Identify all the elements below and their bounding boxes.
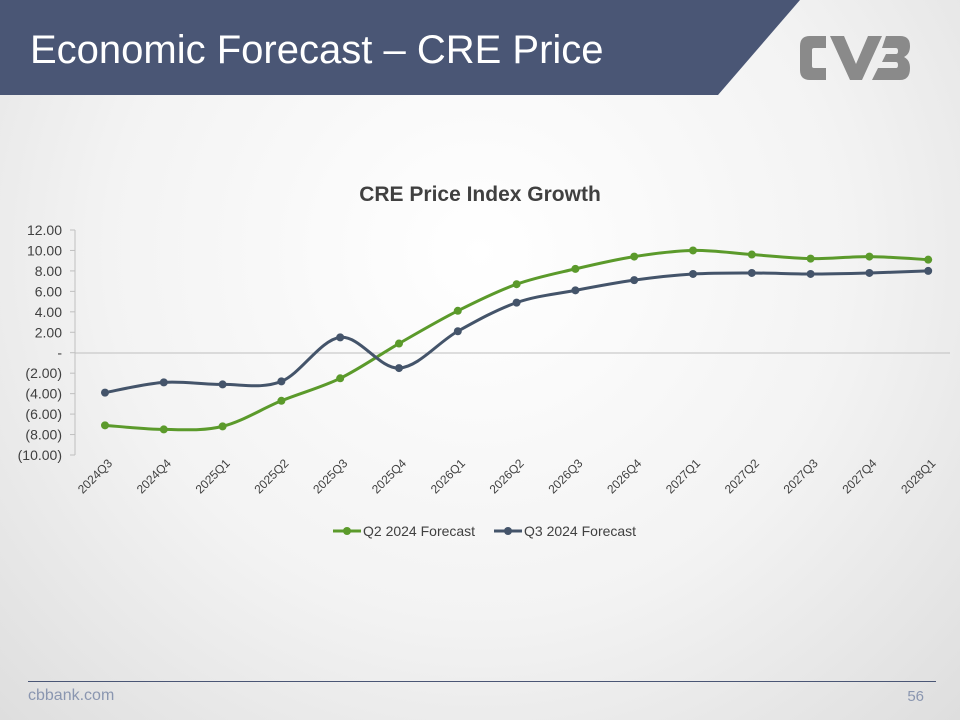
footer-url[interactable]: cbbank.com <box>28 687 115 704</box>
legend-label: Q3 2024 Forecast <box>524 523 636 539</box>
data-point <box>512 298 521 307</box>
data-point <box>747 250 756 259</box>
cre-price-chart: CRE Price Index Growth 12.00 10.00 8.00 6.0… <box>18 183 950 539</box>
y-tick-label: 10.00 <box>27 242 62 258</box>
slide-title: Economic Forecast – CRE Price <box>30 28 604 72</box>
data-point <box>865 252 874 261</box>
data-point <box>806 269 815 278</box>
x-tick-label: 2026Q2 <box>487 456 527 496</box>
y-tick-label: 8.00 <box>35 263 62 279</box>
y-axis-ticks: 12.00 10.00 8.00 6.00 4.00 2.00 - (2.00) (4.00) (… <box>18 222 75 463</box>
x-tick-label: 2027Q3 <box>781 456 821 496</box>
series-layer <box>101 246 933 434</box>
data-point <box>336 333 345 342</box>
series-line-q2-2024 <box>104 248 929 432</box>
data-point <box>689 246 697 255</box>
y-tick-label: (6.00) <box>25 406 62 422</box>
x-tick-label: 2025Q2 <box>251 456 291 496</box>
series-line-q3-2024 <box>104 269 929 395</box>
data-point <box>218 422 227 431</box>
x-tick-label: 2025Q4 <box>369 456 409 496</box>
data-point <box>101 421 109 430</box>
y-tick-label: (2.00) <box>25 365 62 381</box>
data-point <box>277 396 286 405</box>
data-point <box>924 255 933 264</box>
x-tick-label: 2024Q3 <box>75 456 115 496</box>
x-tick-label: 2027Q1 <box>663 456 703 496</box>
y-tick-label: 2.00 <box>35 324 62 340</box>
data-point <box>689 269 697 278</box>
chart-title: CRE Price Index Growth <box>359 183 601 206</box>
x-tick-label: 2024Q4 <box>134 456 174 496</box>
header-band <box>0 0 800 95</box>
legend-swatch-marker <box>504 527 512 535</box>
legend-item-q2-2024: Q2 2024 Forecast <box>333 523 475 539</box>
x-tick-label: 2026Q4 <box>604 456 644 496</box>
data-point <box>512 280 521 289</box>
data-point <box>865 268 874 277</box>
data-point <box>395 364 403 373</box>
data-point <box>806 254 815 263</box>
data-point <box>453 306 462 315</box>
data-point <box>571 286 580 295</box>
logo-mark <box>800 36 910 80</box>
x-tick-label: 2027Q4 <box>839 456 879 496</box>
data-point <box>747 268 756 277</box>
y-tick-label: (10.00) <box>18 447 62 463</box>
y-tick-label: 4.00 <box>35 304 62 320</box>
x-tick-label: 2026Q1 <box>428 456 468 496</box>
x-tick-label: 2025Q1 <box>193 456 233 496</box>
data-point <box>924 266 933 275</box>
data-point <box>571 264 580 273</box>
x-tick-label: 2025Q3 <box>310 456 350 496</box>
x-axis-ticks: 2024Q3 2024Q4 2025Q1 2025Q2 2025Q3 2025Q4 2026… <box>75 456 939 496</box>
legend-label: Q2 2024 Forecast <box>363 523 475 539</box>
slide-number: 56 <box>907 688 924 705</box>
data-point <box>277 377 286 386</box>
y-tick-label: (8.00) <box>25 427 62 443</box>
data-point <box>336 374 345 383</box>
legend: Q2 2024 Forecast Q3 2024 Forecast <box>333 523 636 539</box>
header-band-shape <box>0 0 800 95</box>
data-point <box>395 339 403 348</box>
data-point <box>159 425 168 434</box>
y-tick-label: 6.00 <box>35 283 62 299</box>
data-point <box>159 378 168 387</box>
x-tick-label: 2026Q3 <box>545 456 585 496</box>
data-point <box>630 252 639 261</box>
y-tick-label: (4.00) <box>25 386 62 402</box>
legend-item-q3-2024: Q3 2024 Forecast <box>494 523 636 539</box>
y-tick-label: - <box>57 345 62 361</box>
company-logo <box>800 36 910 80</box>
data-point <box>101 388 109 397</box>
x-tick-label: 2027Q2 <box>722 456 762 496</box>
x-tick-label: 2028Q1 <box>898 456 938 496</box>
data-point <box>630 276 639 285</box>
data-point <box>218 380 227 389</box>
y-tick-label: 12.00 <box>27 222 62 238</box>
footer-rule <box>28 681 936 682</box>
legend-swatch-marker <box>343 527 351 535</box>
data-point <box>453 327 462 336</box>
